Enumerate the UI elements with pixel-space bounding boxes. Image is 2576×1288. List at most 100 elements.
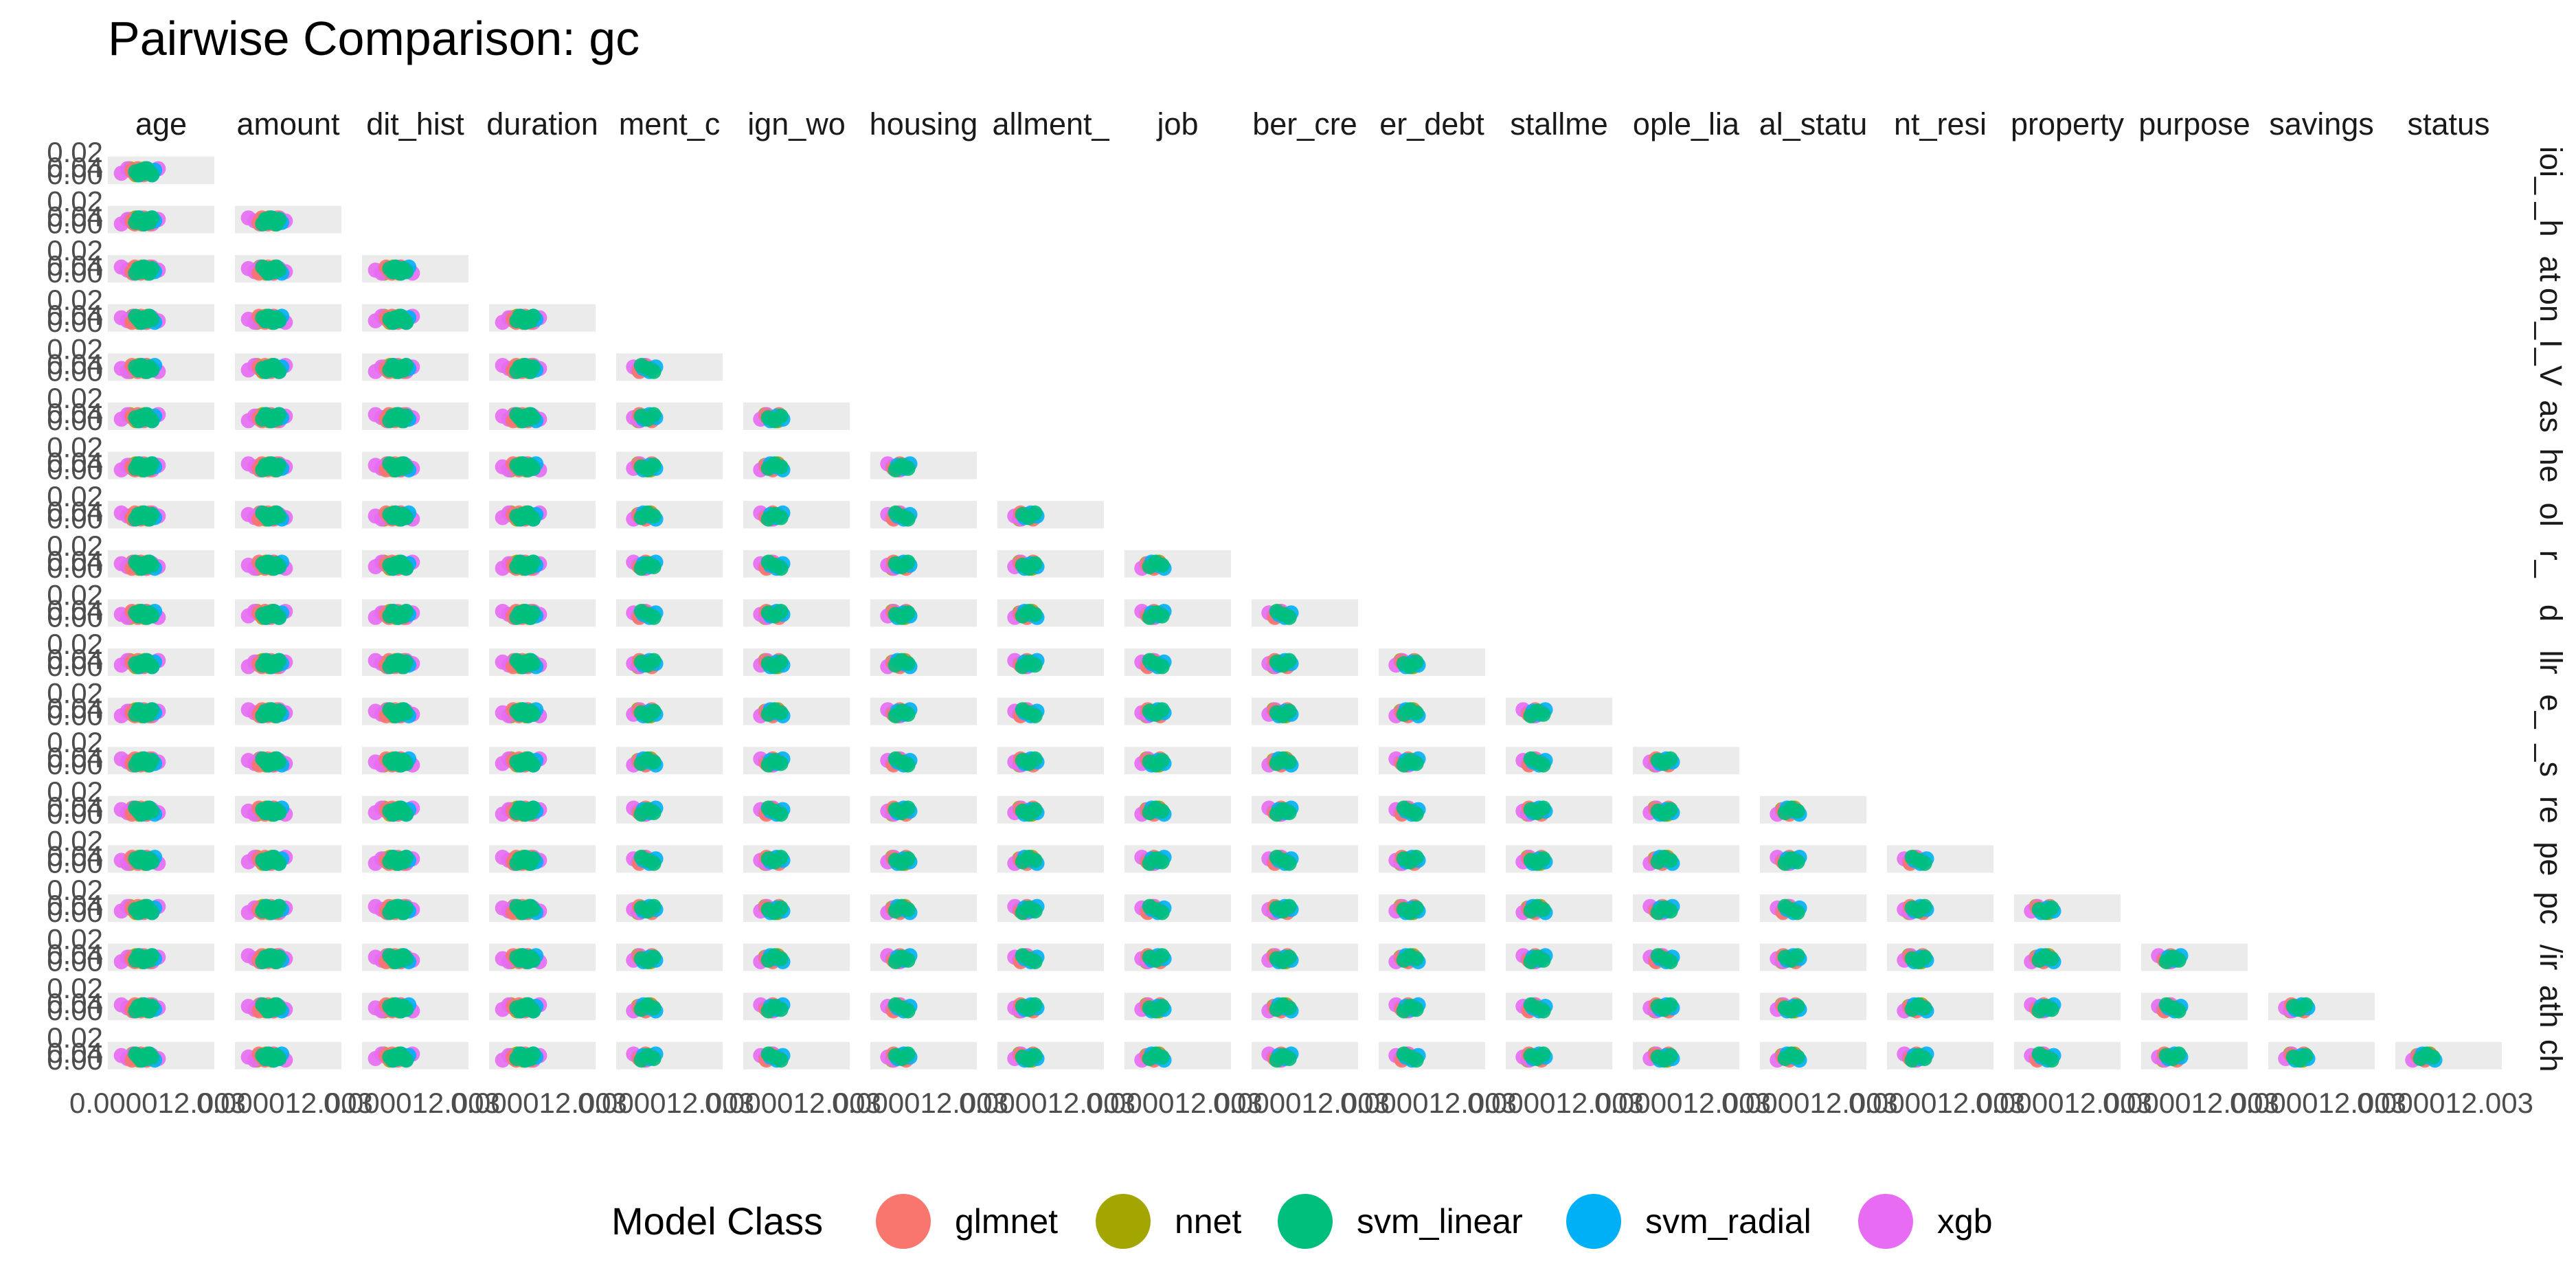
row-strip-label: ch (2533, 1039, 2568, 1072)
scatter-point (144, 702, 160, 718)
column-strip-label: age (135, 106, 187, 142)
scatter-point (526, 656, 541, 671)
row-strip-label: pe (2533, 841, 2568, 876)
row-strip-label: as (2533, 400, 2568, 433)
scatter-point (526, 851, 541, 867)
y-tick-label: 0.04 (47, 741, 103, 773)
scatter-point (773, 850, 789, 865)
scatter-point (900, 952, 916, 968)
column-strip-label: ber_cre (1252, 106, 1357, 142)
row-strip-label: at (2533, 256, 2568, 282)
scatter-point (1789, 948, 1805, 964)
column-strip-label: allment_ (992, 106, 1109, 142)
scatter-point (398, 561, 414, 576)
scatter-point (398, 900, 414, 916)
legend-label: svm_radial (1645, 1202, 1811, 1241)
scatter-point (646, 805, 662, 820)
scatter-point (1408, 1002, 1424, 1017)
scatter-point (1535, 706, 1551, 722)
scatter-point (271, 559, 287, 574)
scatter-point (1662, 751, 1678, 767)
scatter-point (900, 460, 916, 476)
y-tick-label: 0.00 (47, 650, 103, 682)
scatter-point (1408, 900, 1424, 916)
scatter-point (526, 706, 541, 722)
scatter-point (271, 855, 287, 871)
y-tick-label: 0.00 (47, 158, 103, 190)
scatter-point (1154, 753, 1170, 768)
legend-label: svm_linear (1357, 1202, 1523, 1241)
column-strip-label: job (1155, 106, 1198, 142)
y-tick-label: 0.04 (47, 495, 103, 528)
column-strip-label: dit_hist (366, 106, 464, 142)
scatter-point (144, 261, 160, 276)
y-tick-label: 0.02 (47, 431, 103, 464)
scatter-point (900, 1046, 916, 1062)
y-tick-label: 0.00 (47, 552, 103, 584)
scatter-point (1408, 850, 1424, 865)
scatter-point (1917, 899, 1932, 914)
scatter-point (900, 656, 916, 671)
legend-label: nnet (1175, 1202, 1241, 1241)
scatter-point (144, 659, 160, 675)
scatter-point (2298, 997, 2314, 1013)
legend-swatch (1278, 1194, 1333, 1249)
column-strip-label: al_statu (1759, 106, 1868, 142)
scatter-point (1789, 1049, 1805, 1065)
scatter-point (1281, 1051, 1297, 1066)
y-tick-label: 0.00 (47, 502, 103, 534)
scatter-point (1027, 607, 1043, 622)
scatter-point (1408, 705, 1424, 721)
column-strip-label: duration (486, 106, 598, 142)
y-tick-label: 0.02 (47, 726, 103, 758)
scatter-point (398, 705, 414, 721)
scatter-point (646, 653, 662, 668)
scatter-point (1789, 854, 1805, 870)
y-tick-label: 0.00 (47, 1043, 103, 1076)
column-strip-label: housing (870, 106, 978, 142)
row-strip-label: pc (2533, 892, 2568, 925)
scatter-point (646, 703, 662, 719)
scatter-point (1281, 609, 1297, 625)
scatter-point (646, 899, 662, 914)
scatter-point (900, 554, 916, 570)
scatter-point (1662, 903, 1678, 919)
row-strip-label: llr (2533, 651, 2568, 675)
scatter-point (1154, 702, 1170, 718)
scatter-point (1154, 905, 1170, 920)
scatter-point (271, 703, 287, 719)
scatter-point (1027, 708, 1043, 723)
scatter-point (144, 803, 160, 819)
scatter-point (1281, 754, 1297, 770)
scatter-point (2171, 952, 2187, 968)
scatter-point (144, 999, 160, 1014)
scatter-point (773, 1052, 789, 1068)
row-strip-label: /ir (2533, 945, 2568, 971)
y-tick-label: 0.00 (47, 699, 103, 732)
scatter-point (526, 902, 541, 917)
chart-title: Pairwise Comparison: gc (108, 12, 640, 65)
scatter-point (2171, 1046, 2187, 1062)
scatter-point (144, 854, 160, 870)
row-strip-label: he (2533, 449, 2568, 483)
y-tick-label: 0.02 (47, 185, 103, 218)
scatter-point (773, 951, 789, 967)
scatter-point (900, 605, 916, 621)
row-strip-label: _s (2533, 743, 2568, 777)
scatter-point (1154, 608, 1170, 624)
scatter-point (144, 557, 160, 573)
scatter-point (398, 654, 414, 670)
scatter-point (271, 609, 287, 625)
y-tick-label: 0.02 (47, 284, 103, 316)
scatter-point (398, 850, 414, 865)
scatter-point (773, 1002, 789, 1017)
scatter-point (773, 705, 789, 721)
scatter-point (144, 753, 160, 768)
scatter-point (773, 408, 789, 424)
column-strip-label: property (2011, 106, 2125, 142)
scatter-point (900, 902, 916, 917)
scatter-point (398, 264, 414, 280)
scatter-point (646, 609, 662, 625)
scatter-point (526, 800, 541, 816)
scatter-point (646, 457, 662, 473)
